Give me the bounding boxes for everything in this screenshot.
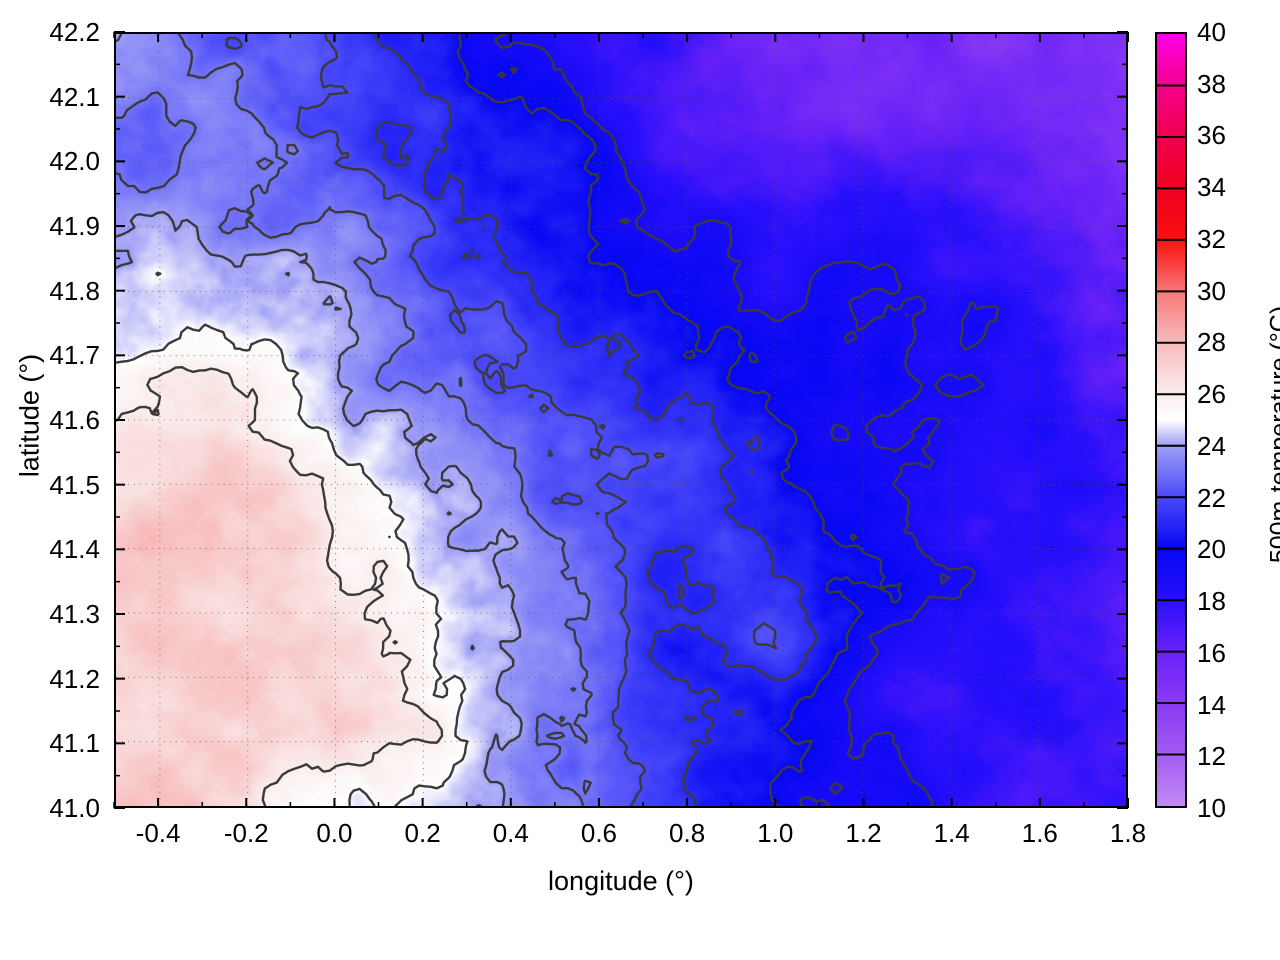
x-tick-label: 1.8 <box>1109 818 1147 848</box>
colorbar-tick-label: 38 <box>1197 68 1226 99</box>
x-tick-label: 0.8 <box>669 818 706 848</box>
y-tick-label: 41.9 <box>49 211 100 241</box>
y-tick-label: 42.2 <box>49 17 100 47</box>
x-tick-label: 1.4 <box>933 818 970 848</box>
colorbar <box>1155 32 1187 808</box>
colorbar-tick-label: 10 <box>1197 793 1226 823</box>
x-axis-title: longitude (°) <box>548 866 694 896</box>
y-tick-label: 41.4 <box>49 534 100 565</box>
colorbar-tick-label: 16 <box>1197 637 1226 668</box>
x-tick-label: 1.6 <box>1021 818 1058 848</box>
y-tick-label: 42.1 <box>49 81 100 112</box>
x-tick-label: 0.6 <box>580 818 618 848</box>
y-tick-label: 41.1 <box>49 728 100 759</box>
y-tick-label: 42.0 <box>49 146 100 177</box>
colorbar-tick-label: 20 <box>1197 534 1226 565</box>
heatmap-raster <box>116 34 1126 806</box>
grid-lines <box>116 34 1126 806</box>
colorbar-tick-label: 32 <box>1197 223 1226 254</box>
contour-lines <box>116 34 1000 806</box>
x-tick-label: 0.4 <box>492 818 529 848</box>
colorbar-title: 500m-temperature (°C) <box>1265 305 1280 564</box>
colorbar-tick-label: 22 <box>1197 482 1226 513</box>
y-tick-label: 41.8 <box>49 275 100 306</box>
colorbar-tick-label: 14 <box>1197 689 1226 720</box>
colorbar-tick-label: 18 <box>1197 586 1226 617</box>
y-tick-label: 41.2 <box>49 663 100 694</box>
colorbar-tick-label: 12 <box>1197 741 1226 772</box>
y-axis-title: latitude (°) <box>14 353 45 478</box>
colorbar-separators <box>1157 84 1185 756</box>
colorbar-tick-label: 30 <box>1197 275 1226 306</box>
y-tick-label: 41.7 <box>49 340 100 371</box>
x-tick-label: 0.2 <box>404 818 441 848</box>
colorbar-tick-label: 40 <box>1197 17 1226 47</box>
y-tick-label: 41.5 <box>49 469 100 500</box>
x-tick-label: 1.2 <box>845 818 882 848</box>
colorbar-tick-label: 24 <box>1197 430 1226 461</box>
colorbar-gradient <box>1157 34 1185 806</box>
x-tick-label: 1.0 <box>757 818 794 848</box>
x-tick-label: -0.2 <box>223 818 269 848</box>
colorbar-tick-label: 34 <box>1197 172 1226 203</box>
x-tick-label: -0.4 <box>135 818 181 848</box>
colorbar-tick-label: 36 <box>1197 120 1226 151</box>
y-tick-label: 41.6 <box>49 405 100 435</box>
y-tick-label: 41.3 <box>49 599 100 629</box>
plot-area <box>114 32 1128 808</box>
colorbar-tick-label: 26 <box>1197 379 1226 410</box>
colorbar-tick-label: 28 <box>1197 327 1226 358</box>
x-tick-label: 0.0 <box>316 818 353 848</box>
y-tick-label: 41.0 <box>49 793 100 823</box>
